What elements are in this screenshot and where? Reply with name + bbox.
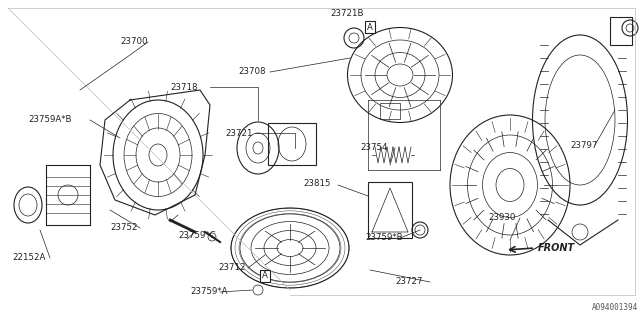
Bar bbox=[610, 17, 632, 45]
Text: 23721B: 23721B bbox=[330, 10, 364, 19]
Text: 23700: 23700 bbox=[120, 37, 147, 46]
Text: 23708: 23708 bbox=[238, 68, 266, 76]
Text: A: A bbox=[262, 271, 268, 281]
Text: 23797: 23797 bbox=[570, 140, 597, 149]
Bar bbox=[368, 182, 412, 238]
Text: 23754: 23754 bbox=[360, 143, 387, 153]
Bar bbox=[380, 103, 400, 119]
Text: 23727: 23727 bbox=[395, 277, 422, 286]
Text: A094001394: A094001394 bbox=[592, 303, 638, 312]
Text: A: A bbox=[367, 22, 373, 31]
Text: 23815: 23815 bbox=[303, 179, 330, 188]
Text: FRONT: FRONT bbox=[538, 243, 575, 253]
Text: 23712: 23712 bbox=[218, 263, 246, 273]
Text: 23759A*B: 23759A*B bbox=[28, 116, 72, 124]
Text: 23752: 23752 bbox=[110, 223, 138, 233]
Text: 23930: 23930 bbox=[488, 213, 515, 222]
Text: 23759*B: 23759*B bbox=[365, 234, 403, 243]
Text: 23759*A: 23759*A bbox=[190, 287, 227, 297]
Text: 23718: 23718 bbox=[170, 83, 198, 92]
Text: 23759*C: 23759*C bbox=[178, 230, 216, 239]
Text: 22152A: 22152A bbox=[12, 253, 45, 262]
Text: 23721: 23721 bbox=[225, 129, 253, 138]
